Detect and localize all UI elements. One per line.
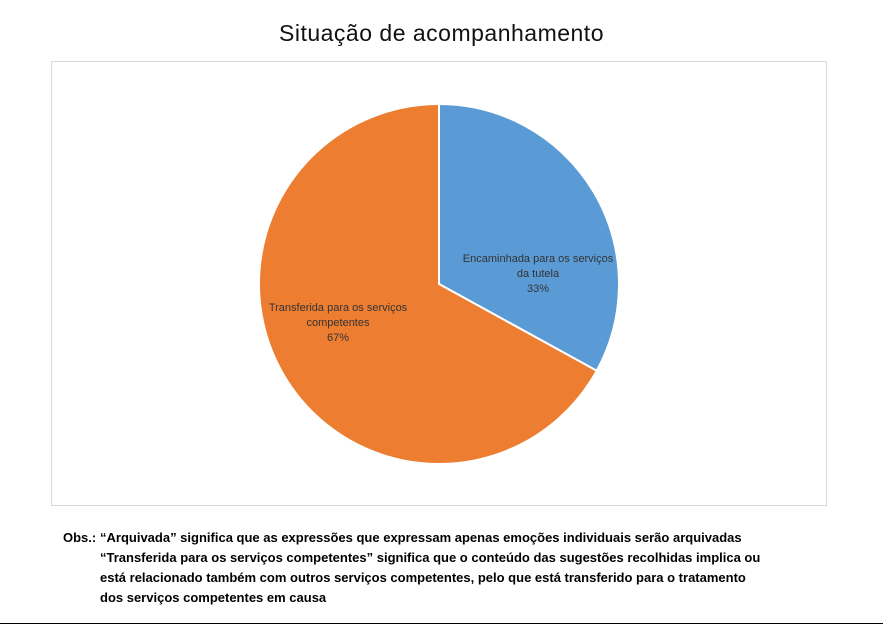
note-line: “Transferida para os serviços competente… xyxy=(100,550,761,565)
pie-slices xyxy=(258,102,620,465)
bottom-divider xyxy=(0,623,883,624)
note-line: dos serviços competentes em causa xyxy=(100,590,327,605)
data-label-category-0: Encaminhada para os serviços xyxy=(463,253,614,265)
note-line: está relacionado também com outros servi… xyxy=(100,570,746,585)
data-label-category-1: competentes xyxy=(307,317,370,329)
note-label: Obs.: xyxy=(63,530,97,545)
note-line: “Arquivada” significa que as expressões … xyxy=(100,530,742,545)
pie-slice-1 xyxy=(258,102,599,465)
pie-slice-0 xyxy=(438,102,620,373)
pie-data-labels: Encaminhada para os serviços da tutela 33%… xyxy=(269,253,614,344)
note-text: “Arquivada” significa que as expressões … xyxy=(100,528,820,608)
data-label-value-0: 33% xyxy=(527,283,549,295)
data-label-category-1: Transferida para os serviços xyxy=(269,302,408,314)
chart-title: Situação de acompanhamento xyxy=(279,20,604,46)
data-label-value-1: 67% xyxy=(327,332,349,344)
data-label-category-0: da tutela xyxy=(517,268,560,280)
